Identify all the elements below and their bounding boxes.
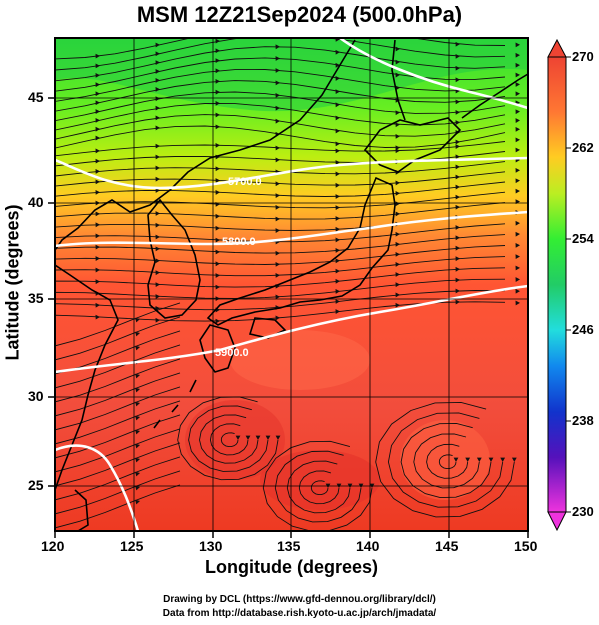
lat-tick-25: 25 — [28, 477, 44, 493]
lat-tick-30: 30 — [28, 388, 44, 404]
lat-tick-40: 40 — [28, 194, 44, 210]
lon-tick-125: 125 — [120, 538, 144, 554]
lat-tick-35: 35 — [28, 290, 44, 306]
coastlines — [55, 39, 528, 531]
colorbar — [547, 38, 571, 532]
lon-tick-135: 135 — [277, 538, 301, 554]
colorbar-label-246: 246 — [572, 322, 594, 337]
lon-tick-145: 145 — [435, 538, 459, 554]
height-contours — [55, 38, 528, 531]
contour-label-5900: 5900.0 — [215, 347, 249, 359]
colorbar-label-230: 230 — [572, 504, 594, 519]
contour-label-5700: 5700.0 — [228, 176, 262, 188]
colorbar-label-254: 254 — [572, 231, 594, 246]
colorbar-label-270: 270 — [572, 49, 594, 64]
figure-title: MSM 12Z21Sep2024 (500.0hPa) — [136, 2, 463, 27]
lat-tick-45: 45 — [28, 89, 44, 105]
contour-label-5800: 5800.0 — [222, 236, 256, 248]
colorbar-label-238: 238 — [572, 413, 594, 428]
graticule — [55, 38, 528, 531]
x-axis-label: Longitude (degrees) — [204, 557, 378, 577]
colorbar-label-262: 262 — [572, 140, 594, 155]
y-axis-label: Latitude (degrees) — [2, 204, 23, 361]
temperature-field: 5700.0 5800.0 5900.0 — [55, 38, 528, 531]
lon-tick-140: 140 — [356, 538, 380, 554]
wind-streamlines — [55, 38, 515, 531]
credit-data-source: Data from http://database.rish.kyoto-u.a… — [162, 608, 437, 619]
lon-tick-130: 130 — [199, 538, 223, 554]
credit-drawing: Drawing by DCL (https://www.gfd-dennou.o… — [163, 594, 436, 605]
lon-tick-120: 120 — [41, 538, 65, 554]
lon-tick-150: 150 — [514, 538, 538, 554]
